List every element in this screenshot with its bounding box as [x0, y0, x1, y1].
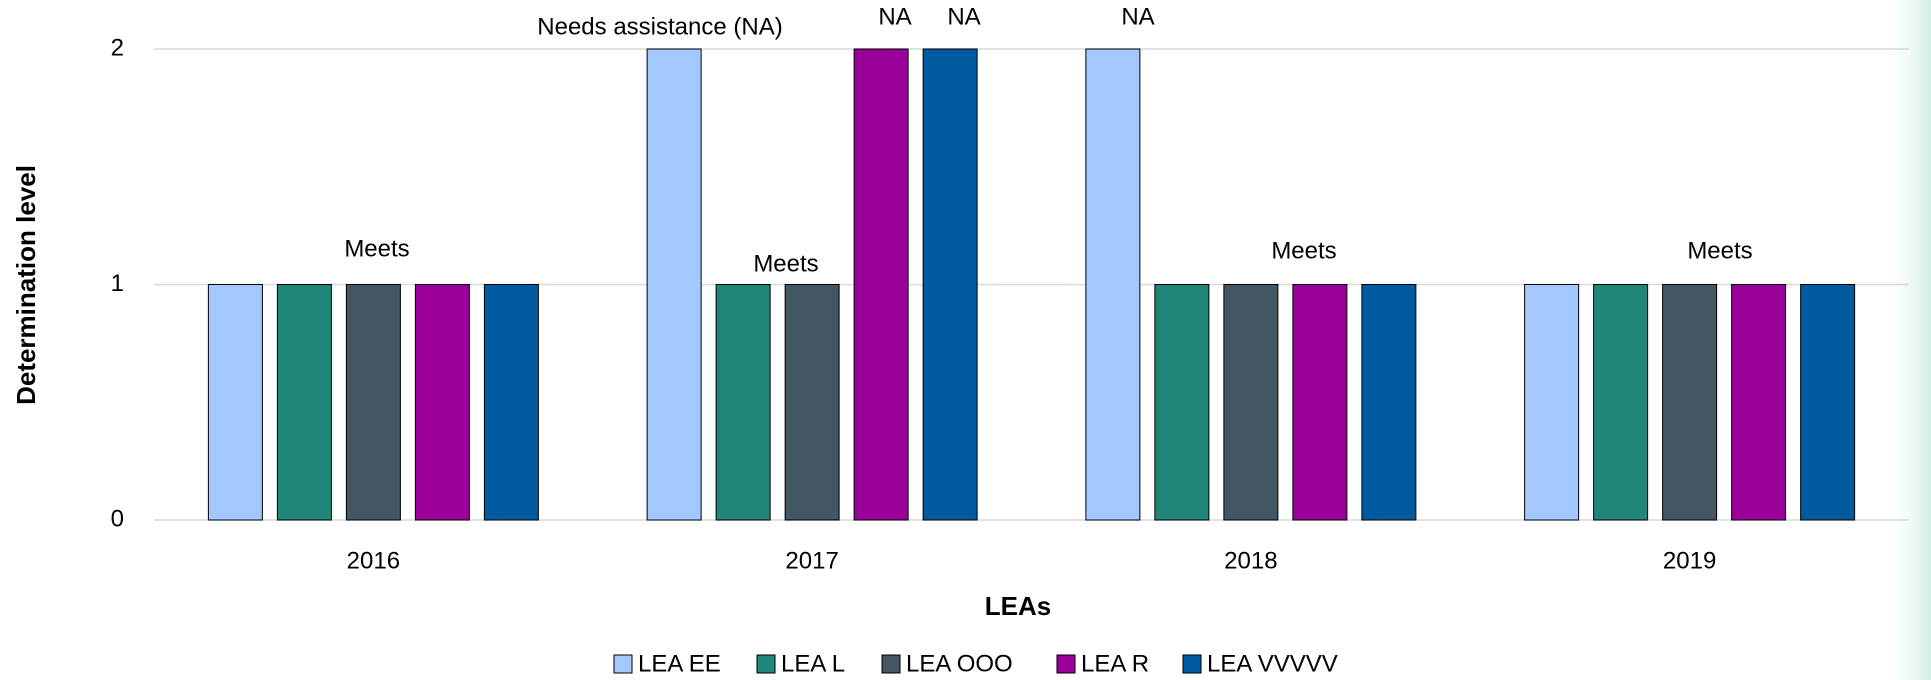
legend-label: LEA OOO [906, 650, 1013, 677]
bar [276, 284, 332, 521]
y-tick-label: 1 [111, 270, 124, 297]
x-tick-label: 2019 [1663, 547, 1716, 574]
bar [414, 284, 470, 521]
annotation: Meets [1687, 237, 1752, 264]
legend-label: LEA L [781, 650, 845, 677]
annotation: NA [878, 3, 911, 30]
annotation: Meets [344, 235, 409, 262]
bar [1085, 48, 1141, 521]
bar [207, 284, 263, 521]
x-tick-label: 2018 [1224, 547, 1277, 574]
bar [1800, 284, 1856, 521]
bar [1593, 284, 1649, 521]
y-tick-label: 2 [111, 34, 124, 61]
bar [853, 48, 909, 521]
bar [1731, 284, 1787, 521]
legend-label: LEA VVVVV [1207, 650, 1338, 677]
bar [646, 48, 702, 521]
bar [1524, 284, 1580, 521]
annotation: Meets [753, 250, 818, 277]
bar [1292, 284, 1348, 521]
edge-decoration [1880, 0, 1931, 680]
bar [1154, 284, 1210, 521]
x-tick-label: 2017 [785, 547, 838, 574]
legend-swatch [613, 654, 633, 674]
annotation: NA [947, 3, 980, 30]
y-tick-label: 0 [111, 505, 124, 532]
bar [922, 48, 978, 521]
legend-label: LEA R [1081, 650, 1149, 677]
y-axis-label: Determination level [11, 165, 41, 405]
annotation: Meets [1271, 237, 1336, 264]
bar [784, 284, 840, 521]
annotation: Needs assistance (NA) [537, 13, 782, 40]
bar [715, 284, 771, 521]
legend-swatch [881, 654, 901, 674]
x-axis-label: LEAs [985, 591, 1051, 621]
bar [1361, 284, 1417, 521]
bar [483, 284, 539, 521]
legend-swatch [1056, 654, 1076, 674]
annotation: NA [1121, 3, 1154, 30]
legend-swatch [1182, 654, 1202, 674]
bar [345, 284, 401, 521]
bar [1662, 284, 1718, 521]
legend-swatch [756, 654, 776, 674]
x-tick-label: 2016 [347, 547, 400, 574]
bar [1223, 284, 1279, 521]
legend-label: LEA EE [638, 650, 721, 677]
